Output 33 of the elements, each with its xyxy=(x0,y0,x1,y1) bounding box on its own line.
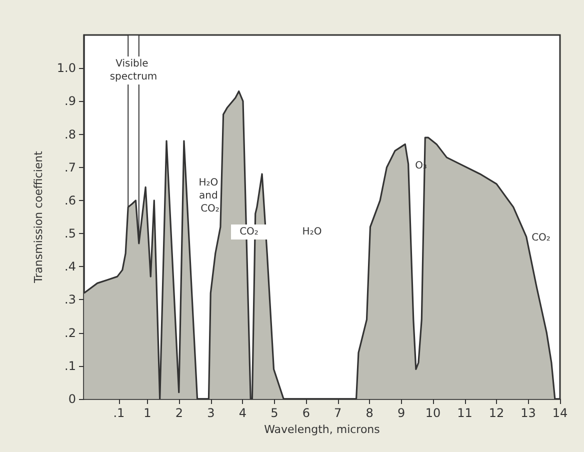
y-tick-label: .2 xyxy=(64,326,76,340)
y-tick-label: .4 xyxy=(64,260,76,274)
x-tick-label: 3 xyxy=(207,406,215,420)
x-tick-label: 5 xyxy=(270,406,278,420)
x-tick-label: 14 xyxy=(552,406,568,420)
x-tick-label: 6 xyxy=(302,406,310,420)
x-tick-label: 12 xyxy=(488,406,504,420)
x-tick-label: 4 xyxy=(238,406,246,420)
y-tick-label: .8 xyxy=(64,127,76,142)
annotation: H₂O and CO₂ xyxy=(198,178,222,214)
x-tick-label: 13 xyxy=(520,406,536,420)
x-tick-label: 7 xyxy=(334,406,342,420)
x-tick-label: 11 xyxy=(457,406,472,420)
y-tick-label: .3 xyxy=(64,292,76,307)
y-tick-label: .7 xyxy=(64,160,76,174)
x-tick-label: 10 xyxy=(425,406,441,420)
y-tick-label: 0 xyxy=(68,392,76,406)
y-tick-label: .9 xyxy=(64,94,76,108)
y-tick-label: .6 xyxy=(64,193,76,208)
y-axis-title: Transmission coefficient xyxy=(32,150,45,284)
x-tick-label: 9 xyxy=(398,406,406,420)
x-tick-label: 2 xyxy=(175,406,184,420)
x-tick-label: 8 xyxy=(366,406,374,420)
x-tick-label: .1 xyxy=(113,406,125,420)
x-tick-label: 1 xyxy=(144,406,152,420)
band-label: Visible spectrum xyxy=(110,58,158,82)
annotation: CO₂ xyxy=(532,232,550,244)
y-tick-label: .5 xyxy=(64,226,76,241)
y-tick-label: .1 xyxy=(64,358,76,373)
x-axis-title: Wavelength, microns xyxy=(264,422,380,436)
annotation: CO₂ xyxy=(240,226,258,238)
y-tick-label: 1.0 xyxy=(56,61,76,76)
annotation: H₂O xyxy=(302,226,322,238)
